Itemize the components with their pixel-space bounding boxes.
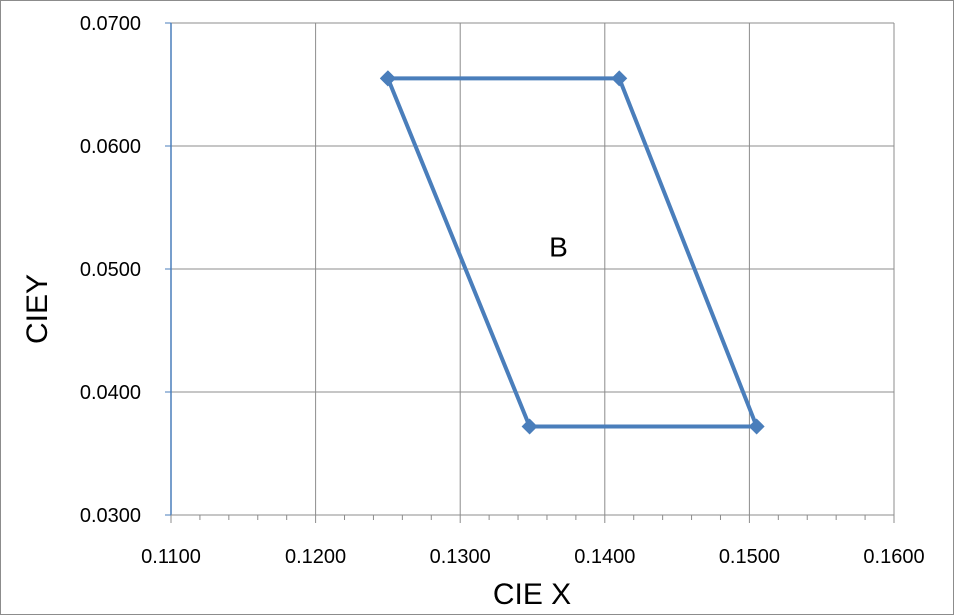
x-tick-label: 0.1400	[574, 546, 635, 568]
labels-layer: 0.1100 0.1200 0.1300 0.1400 0.1500 0.1600 0.03…	[21, 13, 925, 611]
x-axis-title: CIE X	[493, 578, 571, 611]
grid	[171, 22, 895, 515]
data-point	[611, 70, 628, 87]
y-tick-label: 0.0400	[80, 382, 141, 404]
series-layer	[379, 70, 765, 435]
data-point	[748, 418, 765, 435]
x-tick-label: 0.1100	[141, 546, 201, 568]
x-tick-label: 0.1300	[430, 546, 491, 568]
x-tick-label: 0.1500	[719, 546, 780, 568]
y-tick-label: 0.0600	[80, 136, 141, 158]
axes	[165, 22, 895, 523]
data-point	[379, 70, 396, 87]
y-tick-label: 0.0500	[80, 259, 141, 281]
series-line	[386, 76, 759, 429]
y-axis-title: CIEY	[21, 274, 54, 344]
x-tick-label: 0.1600	[863, 546, 924, 568]
x-tick-label: 0.1200	[285, 546, 346, 568]
data-point	[521, 418, 538, 435]
y-tick-label: 0.0700	[80, 13, 141, 35]
y-tick-label: 0.0300	[80, 505, 141, 527]
annotation-label: B	[549, 232, 568, 263]
